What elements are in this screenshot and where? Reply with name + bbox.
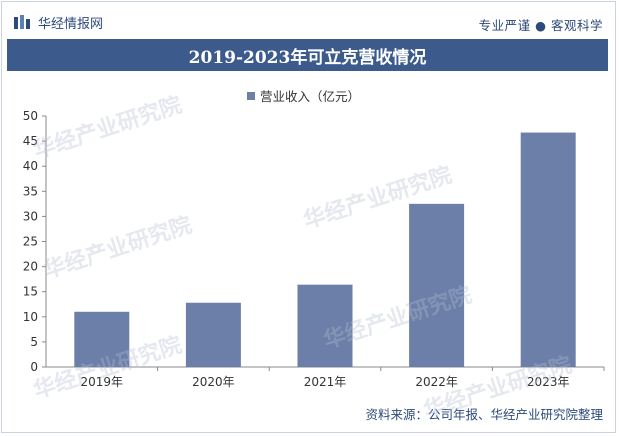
y-tick-label: 30 [23, 209, 38, 223]
brand: 华经情报网 [14, 14, 104, 32]
bar [520, 132, 576, 367]
y-tick-label: 0 [30, 360, 38, 374]
y-tick-label: 50 [23, 109, 38, 123]
y-tick-label: 35 [23, 184, 38, 198]
x-tick-label: 2020年 [192, 375, 235, 389]
y-tick-label: 40 [23, 159, 38, 173]
brand-name: 华经情报网 [38, 16, 104, 32]
y-tick-label: 5 [30, 335, 38, 349]
source-note: 资料来源：公司年报、华经产业研究院整理 [365, 407, 603, 422]
x-tick-label: 2021年 [304, 375, 347, 389]
tagline: 专业严谨 ● 客观科学 [478, 18, 603, 33]
bar [297, 284, 353, 367]
chart-title: 2019-2023年可立克营收情况 [188, 47, 427, 68]
legend-swatch [247, 91, 255, 100]
legend: 营业收入（亿元） [247, 86, 360, 105]
legend-label: 营业收入（亿元） [260, 89, 361, 104]
y-tick-label: 20 [23, 260, 38, 274]
y-tick-label: 45 [23, 134, 38, 148]
logo-icon [14, 15, 30, 29]
y-tick-label: 10 [23, 310, 38, 324]
y-tick-label: 15 [23, 285, 38, 299]
bar [185, 302, 241, 367]
x-tick-label: 2019年 [81, 375, 124, 389]
bar [409, 203, 465, 367]
x-tick-label: 2022年 [415, 375, 458, 389]
bar [74, 311, 130, 367]
chart-title-bar: 2019-2023年可立克营收情况 [7, 39, 608, 71]
header-bar: 华经情报网 专业严谨 ● 客观科学 [2, 2, 617, 40]
y-tick-label: 25 [23, 235, 38, 249]
x-tick-label: 2023年 [527, 375, 570, 389]
